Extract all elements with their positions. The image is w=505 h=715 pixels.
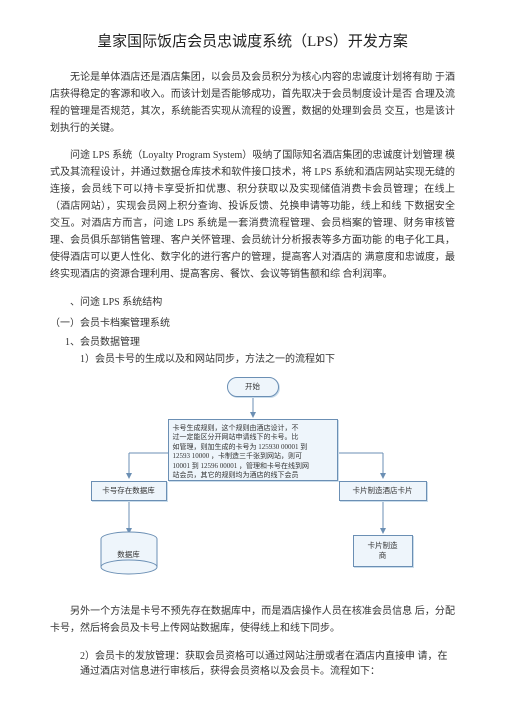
paragraph-2: 问途 LPS 系统（Loyalty Program System）吸纳了国际知名…	[50, 147, 455, 283]
subsection-a1-1: 1）会员卡号的生成以及和网站同步，方法之一的流程如下	[80, 350, 455, 365]
flow-start-label: 开始	[245, 382, 260, 392]
flow-cardshop-box: 卡片制造 商	[353, 535, 413, 567]
bl3: 12593 10000 ，卡制造三千张到网站，则可	[173, 452, 333, 461]
document-page: 皇家国际饭店会员忠诚度系统（LPS）开发方案 无论是单体酒店还是酒店集团，以会员…	[0, 0, 505, 705]
bl5: 站会员，其它的规则均为酒店的线下会员	[173, 471, 333, 480]
flowchart: 开始 卡号生成规则，这个规则由酒店设计，不 过一定能区分开网站申请线下的卡号。比…	[53, 373, 453, 593]
section-heading: 、问途 LPS 系统结构	[50, 293, 455, 308]
flow-right-box: 卡片制造酒店卡片	[339, 481, 427, 501]
flow-db-label: 数据库	[107, 548, 151, 562]
bl2: 如管理，则加生成的卡号为 125930 00001 到	[173, 443, 333, 452]
p2-part-c: 无缝的连接，会员线下可以持卡享受折扣优惠、积分获取以及实现储值消费卡会员管理；在…	[50, 167, 455, 280]
flow-rules-box: 卡号生成规则，这个规则由酒店设计，不 过一定能区分开网站申请线下的卡号。比 如管…	[168, 419, 338, 481]
flow-right-label: 卡片制造酒店卡片	[353, 486, 413, 496]
paragraph-1: 无论是单体酒店还是酒店集团，以会员及会员积分为核心内容的忠诚度计划将有助 于酒店…	[50, 69, 455, 137]
flow-start: 开始	[227, 377, 279, 397]
subsection-a1-2: 2）会员卡的发放管理：获取会员资格可以通过网站注册或者在酒店内直接申 请，在通过…	[80, 647, 455, 677]
subsection-a1: 1、会员数据管理	[65, 333, 455, 348]
bl4: 10001 到 12596 00001 ，管理和卡号在线到网	[173, 462, 333, 471]
doc-title: 皇家国际饭店会员忠诚度系统（LPS）开发方案	[50, 30, 455, 51]
flow-left-label: 卡号存在数据库	[102, 486, 155, 496]
db-text: 数据库	[117, 550, 140, 560]
bl1: 过一定能区分开网站申请线下的卡号。比	[173, 433, 333, 442]
flow-left-box: 卡号存在数据库	[91, 481, 167, 501]
subsection-a: （一）会员卡档案管理系统	[50, 314, 455, 329]
paragraph-3: 另外一个方法是卡号不预先存在数据库中，而是酒店操作人员在核准会员信息 后，分配卡…	[50, 603, 455, 637]
cardshop-text: 卡片制造 商	[368, 541, 398, 561]
p2-part-b: 将 LPS 系统和酒店网站实现	[302, 167, 425, 178]
